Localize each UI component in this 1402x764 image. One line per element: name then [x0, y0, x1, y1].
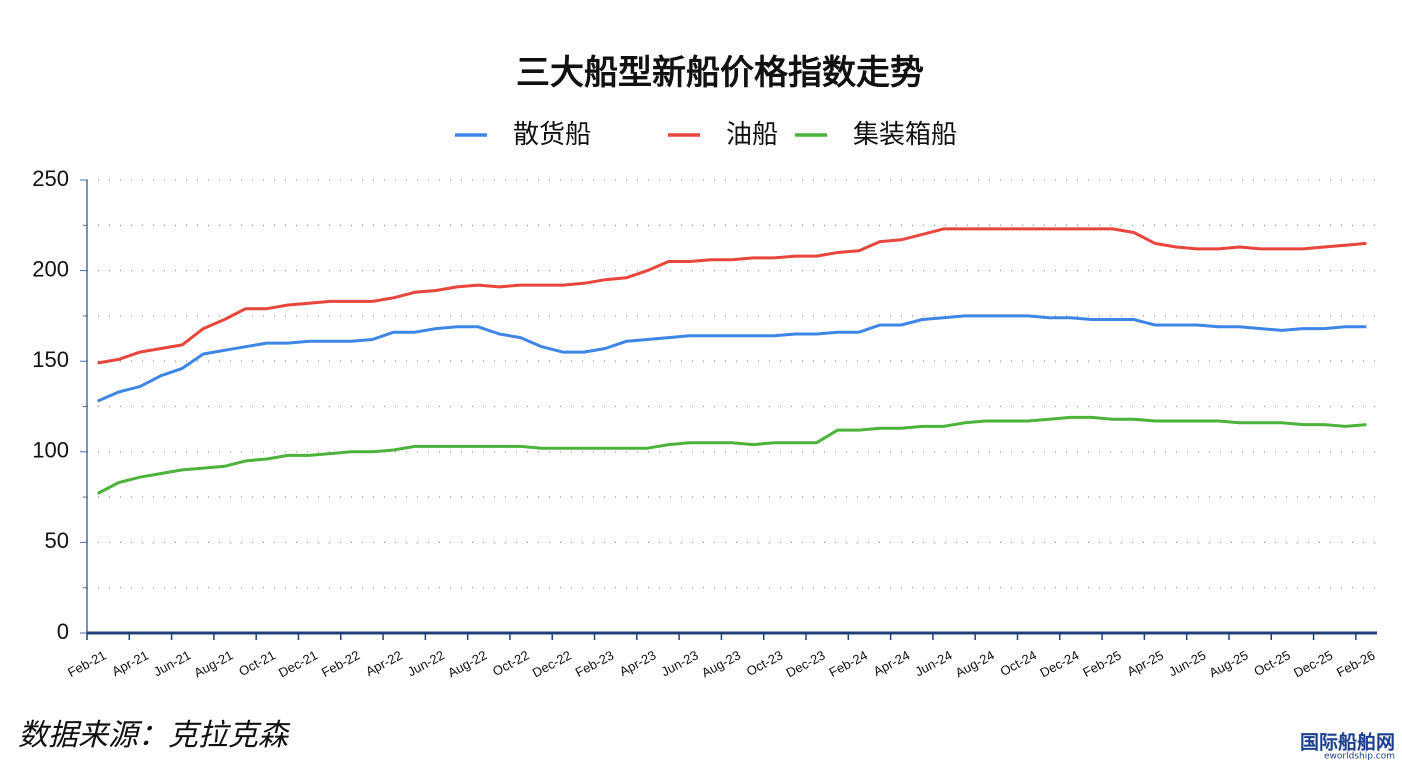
y-tick-label: 100	[32, 438, 69, 463]
x-tick-label: Dec-24	[1037, 647, 1081, 680]
x-tick-label: Jun-24	[912, 647, 954, 679]
x-tick-label: Apr-21	[109, 647, 151, 679]
x-tick-label: Oct-22	[490, 647, 531, 679]
y-tick-label: 250	[32, 166, 69, 191]
y-tick-label: 200	[32, 256, 69, 281]
x-tick-label: Feb-23	[573, 647, 616, 680]
y-tick-label: 50	[45, 528, 69, 553]
x-tick-label: Jun-21	[151, 647, 193, 679]
x-tick-label: Apr-23	[617, 647, 659, 679]
chart-title: 三大船型新船价格指数走势	[516, 53, 924, 93]
x-tick-label: Apr-25	[1124, 647, 1166, 679]
legend-label: 油船	[726, 120, 778, 150]
watermark-url: eworldship.com	[1324, 752, 1395, 761]
series-line	[97, 314, 1367, 403]
x-tick-label: Jun-23	[659, 647, 701, 679]
x-tick-label: Feb-22	[319, 647, 362, 680]
legend-label: 集装箱船	[853, 120, 957, 150]
x-tick-label: Oct-25	[1251, 647, 1292, 679]
series-line	[97, 227, 1367, 365]
x-tick-label: Jun-25	[1166, 647, 1208, 679]
x-tick-label: Aug-21	[191, 647, 235, 680]
x-tick-label: Jun-22	[405, 647, 447, 679]
x-tick-label: Feb-25	[1080, 647, 1123, 680]
source-note: 数据来源：克拉克森	[18, 718, 291, 753]
x-tick-label: Aug-24	[953, 647, 997, 680]
series-line	[96, 415, 1367, 495]
x-tick-label: Aug-22	[445, 647, 489, 680]
x-tick-label: Feb-26	[1334, 647, 1377, 680]
x-tick-label: Oct-23	[744, 647, 785, 679]
watermark: 国际船舶网	[1300, 731, 1395, 754]
x-tick-label: Feb-21	[65, 647, 108, 680]
x-tick-label: Aug-25	[1207, 647, 1251, 680]
x-tick-label: Apr-22	[363, 647, 405, 679]
y-tick-label: 0	[57, 619, 69, 644]
x-tick-label: Apr-24	[871, 647, 913, 679]
x-tick-label: Dec-21	[276, 647, 320, 680]
legend-label: 散货船	[513, 120, 591, 150]
x-tick-label: Dec-23	[784, 647, 828, 680]
x-tick-label: Oct-24	[998, 647, 1039, 679]
x-tick-label: Aug-23	[699, 647, 743, 680]
x-tick-label: Dec-22	[530, 647, 574, 680]
x-tick-label: Feb-24	[826, 647, 869, 680]
y-tick-label: 150	[32, 347, 69, 372]
x-tick-label: Dec-25	[1291, 647, 1335, 680]
x-tick-label: Oct-21	[236, 647, 277, 679]
